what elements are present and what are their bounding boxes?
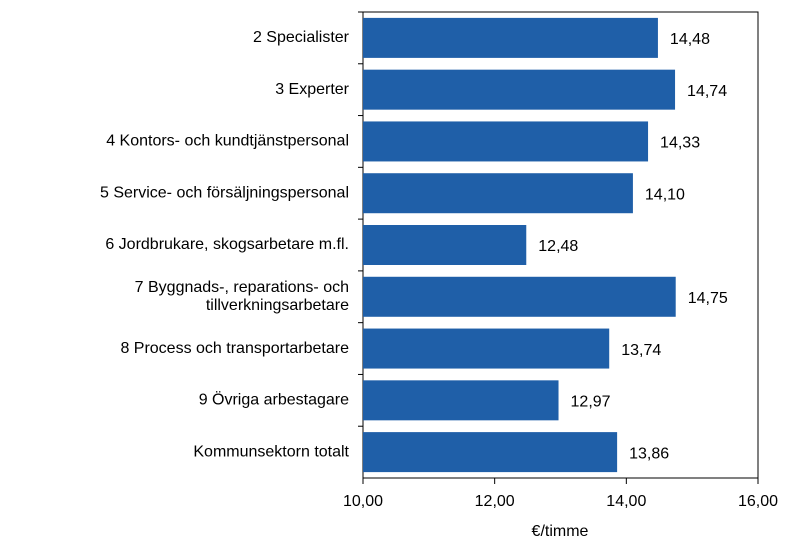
value-label: 13,86 bbox=[629, 445, 669, 462]
bar bbox=[363, 121, 649, 162]
value-label: 14,75 bbox=[688, 290, 728, 307]
bar bbox=[363, 276, 676, 317]
value-label: 14,33 bbox=[660, 135, 700, 152]
x-tick-label: 14,00 bbox=[606, 493, 646, 510]
bar bbox=[363, 69, 676, 110]
y-tick-label: 4 Kontors- och kundtjänstpersonal bbox=[106, 133, 349, 150]
value-label: 14,10 bbox=[645, 186, 685, 203]
value-label: 14,48 bbox=[670, 31, 710, 48]
y-tick-label: 3 Experter bbox=[275, 81, 349, 98]
value-label: 12,48 bbox=[538, 238, 578, 255]
bar bbox=[363, 380, 559, 421]
y-tick-label: 7 Byggnads-, reparations- och tillverknin… bbox=[135, 279, 349, 314]
y-tick-label: 9 Övriga arbestagare bbox=[199, 391, 349, 409]
bar bbox=[363, 17, 658, 58]
value-label: 14,74 bbox=[687, 83, 727, 100]
y-tick-label: 5 Service- och försäljningspersonal bbox=[100, 184, 349, 201]
x-tick-label: 10,00 bbox=[343, 493, 383, 510]
value-label: 13,74 bbox=[621, 342, 661, 359]
bar bbox=[363, 173, 633, 214]
y-tick-label: 8 Process och transportarbetare bbox=[120, 340, 349, 357]
x-tick-label: 12,00 bbox=[475, 493, 515, 510]
y-tick-label: 2 Specialister bbox=[253, 29, 350, 46]
y-tick-label: Kommunsektorn totalt bbox=[193, 443, 349, 460]
bar bbox=[363, 225, 527, 265]
value-label: 12,97 bbox=[571, 394, 611, 411]
x-axis-title: €/timme bbox=[532, 523, 589, 540]
y-tick-label: 6 Jordbrukare, skogsarbetare m.fl. bbox=[105, 236, 349, 253]
bar bbox=[363, 328, 610, 369]
x-tick-label: 16,00 bbox=[738, 493, 778, 510]
bar bbox=[363, 432, 618, 473]
